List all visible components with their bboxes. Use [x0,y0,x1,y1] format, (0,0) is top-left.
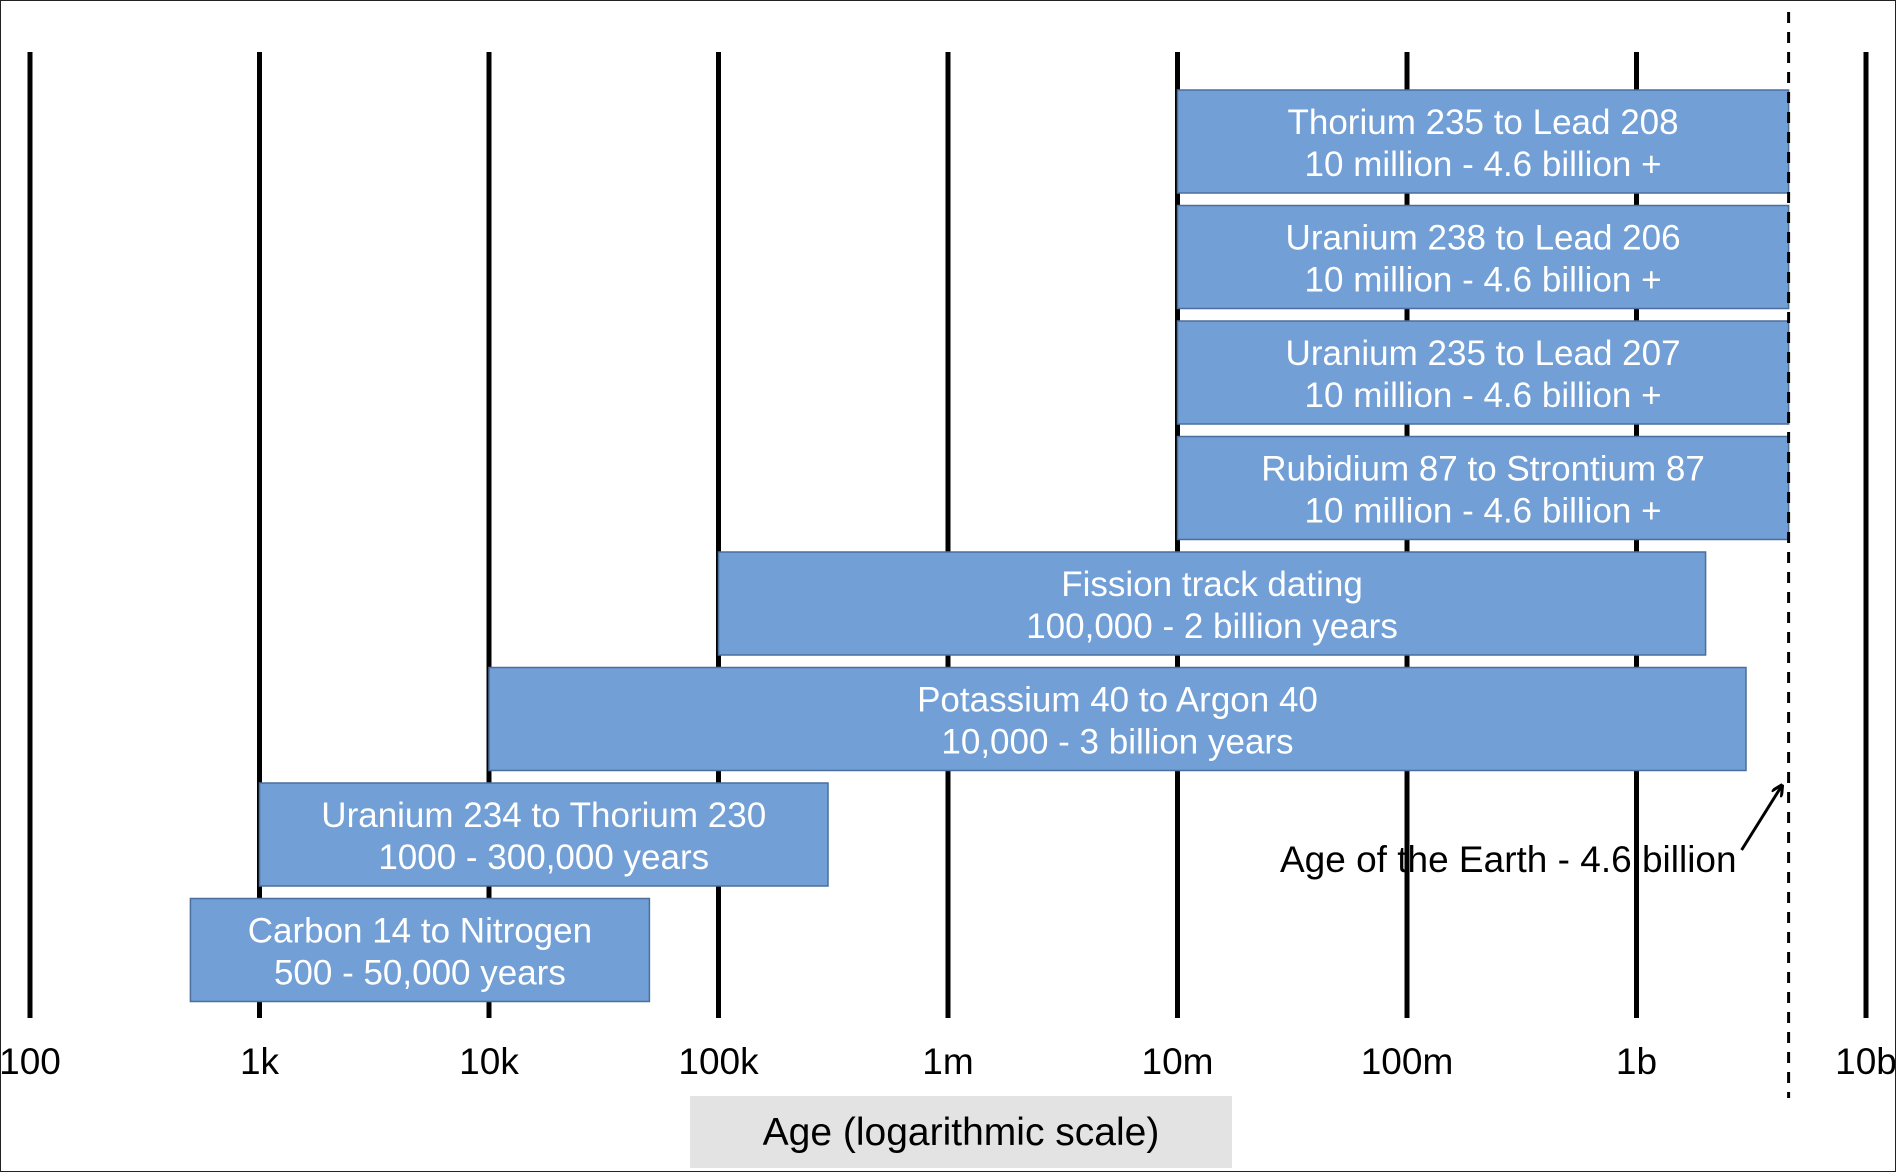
bar-range-label: 10 million - 4.6 billion + [1305,145,1662,184]
bar-range-label: 500 - 50,000 years [274,954,566,993]
x-axis-title-box [690,1096,1232,1168]
tick-label-10m: 10m [1142,1041,1214,1082]
bar-rect [488,666,1747,772]
bar-range-label: 100,000 - 2 billion years [1026,607,1398,646]
tick-label-1m: 1m [922,1041,973,1082]
bar-rect [717,551,1707,656]
x-axis-title: Age (logarithmic scale) [690,1096,1232,1168]
bar-name: Carbon 14 to Nitrogen [248,912,592,951]
bar-range-label: 10 million - 4.6 billion + [1305,261,1662,300]
tick-label-1b: 1b [1616,1041,1657,1082]
bar-rect [189,897,651,1003]
tick-label-100: 100 [0,1041,61,1082]
bar-name: Uranium 234 to Thorium 230 [321,796,766,835]
bar-range-label: 10,000 - 3 billion years [941,723,1293,762]
tick-label-100m: 100m [1361,1041,1454,1082]
bar-range-label: 10 million - 4.6 billion + [1305,376,1662,415]
tick-label-10k: 10k [459,1041,519,1082]
tick-label-100k: 100k [678,1041,759,1082]
bar-rect [258,782,829,887]
tick-label-10b: 10b [1835,1041,1897,1082]
age-of-earth-reference: Age of the Earth - 4.6 billion [1280,12,1791,1098]
tick-label-1k: 1k [240,1041,280,1082]
bar-name: Rubidium 87 to Strontium 87 [1261,450,1705,489]
age-of-earth-arrow [1740,786,1782,851]
bar-name: Uranium 235 to Lead 207 [1286,334,1681,373]
bar-rect [1176,435,1790,541]
bar-name: Potassium 40 to Argon 40 [917,681,1318,720]
bar-name: Uranium 238 to Lead 206 [1286,219,1681,258]
x-axis-title-text: Age (logarithmic scale) [763,1111,1160,1154]
bar-range-label: 1000 - 300,000 years [378,838,709,877]
bar-name: Fission track dating [1061,565,1363,604]
bar-name: Thorium 235 to Lead 208 [1287,103,1678,142]
bar-rect [1176,320,1790,425]
bar-range-label: 10 million - 4.6 billion + [1305,492,1662,531]
age-of-earth-label: Age of the Earth - 4.6 billion [1280,839,1737,880]
x-axis-ticks: 100 1k 10k 100k 1m 10m 100m 1b 10b [0,1041,1897,1082]
